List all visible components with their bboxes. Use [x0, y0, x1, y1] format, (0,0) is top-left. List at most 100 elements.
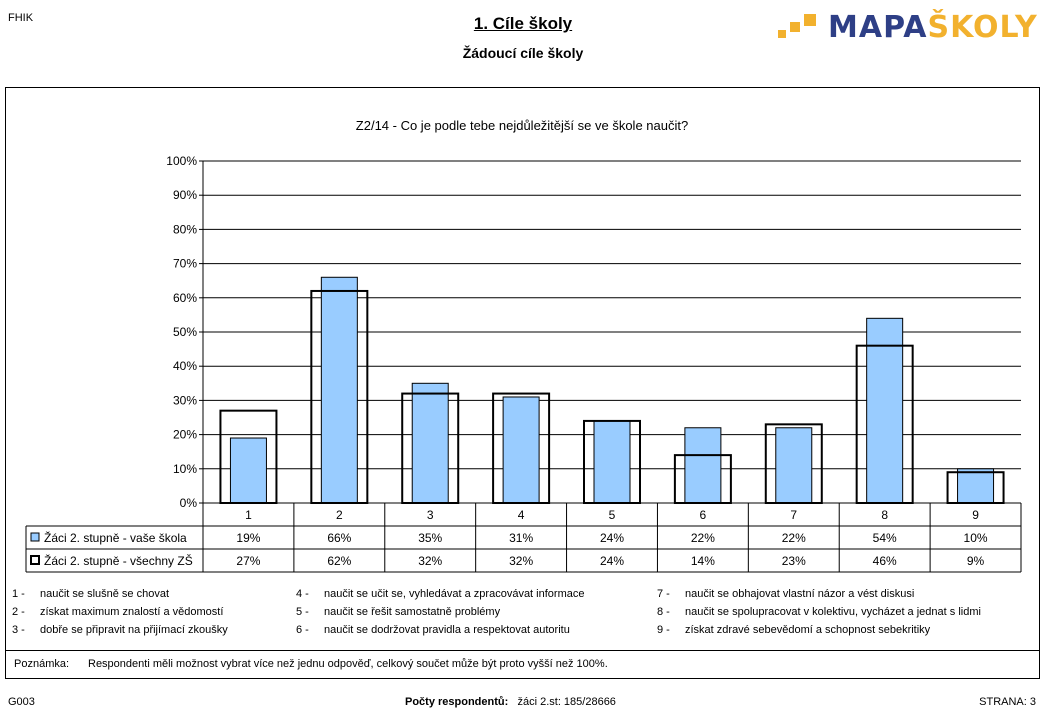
- respondent-count: Počty respondentů: žáci 2.st: 185/28666: [405, 696, 616, 708]
- legend-item-number: 5 -: [296, 606, 309, 618]
- data-label: 14%: [691, 554, 715, 568]
- legend-item: 4 - naučit se učit se, vyhledávat a zprac…: [296, 588, 584, 600]
- data-label: 22%: [782, 531, 806, 545]
- legend-item-number: 7 -: [657, 588, 670, 600]
- legend-item-number: 6 -: [296, 624, 309, 636]
- footer-code: G003: [8, 696, 35, 708]
- report-code: FHIK: [8, 12, 34, 24]
- page-title: 1. Cíle školy: [473, 14, 573, 33]
- mapaskoly-logo: MAPAŠKOLY: [778, 8, 1037, 45]
- data-label: 54%: [873, 531, 897, 545]
- note-text: Respondenti měli možnost vybrat více než…: [88, 658, 608, 670]
- legend-item-number: 2 -: [12, 606, 25, 618]
- data-label: 19%: [236, 531, 260, 545]
- y-tick-label: 30%: [173, 393, 197, 407]
- legend-item-text: naučit se dodržovat pravidla a respektov…: [324, 624, 570, 636]
- x-tick-label: 1: [245, 508, 252, 522]
- y-tick-label: 70%: [173, 257, 197, 271]
- y-tick-label: 0%: [180, 496, 198, 510]
- bar-school: [684, 427, 722, 504]
- y-tick-label: 60%: [173, 291, 197, 305]
- x-tick-label: 5: [609, 508, 616, 522]
- legend-item-text: naučit se řešit samostatně problémy: [324, 606, 501, 618]
- bar-school: [866, 317, 904, 504]
- legend-item: 7 - naučit se obhajovat vlastní názor a v…: [657, 588, 914, 600]
- data-label: 24%: [600, 554, 624, 568]
- legend-item-number: 1 -: [12, 588, 25, 600]
- x-tick-label: 2: [336, 508, 343, 522]
- bar-school: [593, 420, 631, 504]
- logo-square-icon: [790, 22, 800, 32]
- logo-text-part1: MAPA: [828, 10, 928, 45]
- data-label: 22%: [691, 531, 715, 545]
- logo-text: MAPAŠKOLY: [828, 10, 1038, 45]
- y-tick-label: 20%: [173, 428, 197, 442]
- note-divider: [6, 650, 1039, 651]
- legend-item-text: získat zdravé sebevědomí a schopnost seb…: [685, 624, 931, 636]
- x-tick-label: 4: [518, 508, 525, 522]
- note-label: Poznámka:: [14, 658, 70, 670]
- data-label: 46%: [873, 554, 897, 568]
- legend-item-number: 8 -: [657, 606, 670, 618]
- legend-item-text: dobře se připravit na přijímací zkoušky: [40, 624, 228, 636]
- bar-school: [502, 396, 540, 504]
- legend-item-number: 4 -: [296, 588, 309, 600]
- legend-item: 3 - dobře se připravit na přijímací zkouš…: [12, 624, 228, 636]
- legend-item: 8 - naučit se spolupracovat v kolektivu, …: [657, 606, 981, 618]
- series-name: Žáci 2. stupně - všechny ZŠ: [44, 553, 193, 568]
- respondents-value: žáci 2.st: 185/28666: [517, 696, 616, 708]
- x-tick-label: 9: [972, 508, 979, 522]
- legend-item: 1 - naučit se slušně se chovat: [12, 588, 169, 600]
- chart-title: Z2/14 - Co je podle tebe nejdůležitější …: [356, 118, 688, 133]
- data-label: 62%: [327, 554, 351, 568]
- legend-item-number: 3 -: [12, 624, 25, 636]
- legend-key-all-schools: [30, 555, 40, 565]
- x-tick-label: 7: [790, 508, 797, 522]
- data-label: 32%: [509, 554, 533, 568]
- note: Poznámka: Respondenti měli možnost vybrat…: [14, 658, 608, 670]
- legend-item: 5 - naučit se řešit samostatně problémy: [296, 606, 500, 618]
- data-label: 9%: [967, 554, 985, 568]
- logo-text-part2: ŠKOLY: [927, 10, 1038, 45]
- y-tick-label: 50%: [173, 325, 197, 339]
- logo-square-icon: [804, 14, 816, 26]
- y-tick-label: 10%: [173, 462, 197, 476]
- y-tick-label: 80%: [173, 222, 197, 236]
- data-label: 32%: [418, 554, 442, 568]
- legend-item-text: naučit se učit se, vyhledávat a zpracová…: [324, 588, 585, 600]
- legend-item: 6 - naučit se dodržovat pravidla a respek…: [296, 624, 570, 636]
- bar-school: [320, 276, 358, 504]
- legend-item-number: 9 -: [657, 624, 670, 636]
- legend-item-text: naučit se obhajovat vlastní názor a vést…: [685, 588, 915, 600]
- chart-frame: Z2/14 - Co je podle tebe nejdůležitější …: [5, 87, 1040, 679]
- x-tick-label: 3: [427, 508, 434, 522]
- data-label: 27%: [236, 554, 260, 568]
- x-tick-label: 6: [700, 508, 707, 522]
- data-label: 10%: [964, 531, 988, 545]
- bar-school: [411, 382, 449, 504]
- data-label: 35%: [418, 531, 442, 545]
- legend-item-text: naučit se spolupracovat v kolektivu, vyc…: [685, 606, 981, 618]
- logo-square-icon: [778, 30, 786, 38]
- data-label: 24%: [600, 531, 624, 545]
- legend-item-text: získat maximum znalostí a vědomostí: [40, 606, 224, 618]
- y-tick-label: 100%: [166, 154, 197, 168]
- bar-school: [957, 468, 995, 504]
- legend-key-school: [30, 532, 40, 542]
- legend-item-text: naučit se slušně se chovat: [40, 588, 170, 600]
- page-number: STRANA: 3: [979, 696, 1036, 708]
- chart: Z2/14 - Co je podle tebe nejdůležitější …: [25, 118, 1022, 573]
- data-label: 23%: [782, 554, 806, 568]
- y-tick-label: 90%: [173, 188, 197, 202]
- x-tick-label: 8: [881, 508, 888, 522]
- data-label: 66%: [327, 531, 351, 545]
- bar-school: [229, 437, 267, 504]
- page-subtitle: Žádoucí cíle školy: [462, 45, 584, 61]
- y-tick-label: 40%: [173, 359, 197, 373]
- data-label: 31%: [509, 531, 533, 545]
- legend-item: 9 - získat zdravé sebevědomí a schopnost …: [657, 624, 930, 636]
- legend-item: 2 - získat maximum znalostí a vědomostí: [12, 606, 223, 618]
- bar-school: [775, 427, 813, 504]
- series-name: Žáci 2. stupně - vaše škola: [44, 530, 187, 545]
- respondents-label: Počty respondentů:: [405, 696, 509, 708]
